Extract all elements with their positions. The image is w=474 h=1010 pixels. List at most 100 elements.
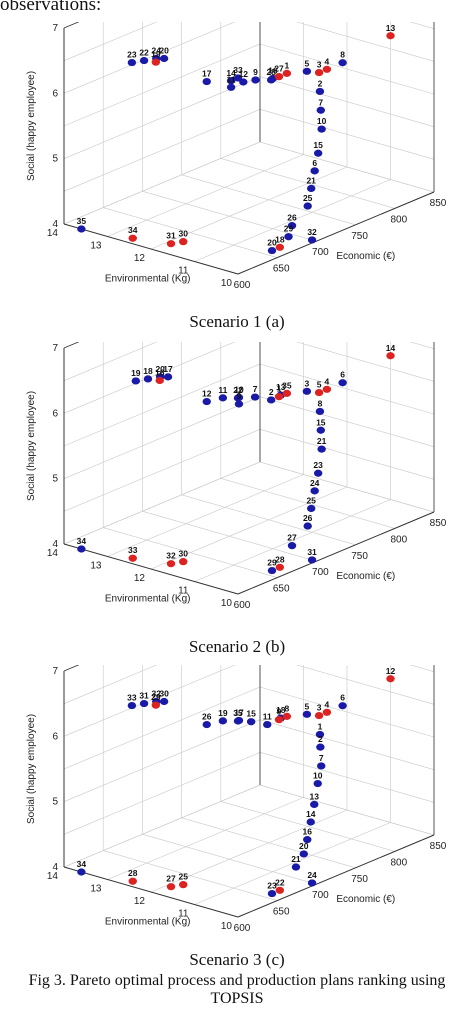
data-point-blue xyxy=(302,710,312,718)
y-tick-label: 11 xyxy=(178,266,189,277)
point-label: 27 xyxy=(166,874,176,884)
z-tick-label: 6 xyxy=(52,88,58,99)
data-point-blue xyxy=(202,720,211,729)
data-point-blue xyxy=(159,54,169,63)
data-point-red xyxy=(314,711,324,720)
grid-line xyxy=(150,166,348,250)
point-label: 28 xyxy=(266,67,276,77)
data-point-blue xyxy=(250,393,260,401)
chart-panel-scenario-1: 600 650 700 750 800 850 10 11 12 13 14 4 5 6 7 Economic… xyxy=(0,22,474,322)
data-point-red xyxy=(386,32,395,40)
x-tick-label: 850 xyxy=(430,841,447,852)
point-label: 24 xyxy=(307,870,317,880)
point-label: 16 xyxy=(155,368,165,378)
point-label: 30 xyxy=(159,689,169,699)
data-point-blue xyxy=(266,396,276,404)
grid-line xyxy=(63,396,261,479)
grid-line xyxy=(63,752,261,835)
point-label: 9 xyxy=(237,391,242,401)
data-point-blue xyxy=(317,762,326,770)
y-tick-label: 11 xyxy=(178,909,189,920)
data-point-red xyxy=(166,240,176,248)
data-point-blue xyxy=(316,426,325,434)
point-label: 31 xyxy=(139,691,149,701)
data-point-blue xyxy=(131,377,140,385)
data-point-blue xyxy=(307,236,317,244)
point-label: 8 xyxy=(284,703,289,713)
z-tick-label: 4 xyxy=(52,219,58,230)
data-point-blue xyxy=(202,397,211,406)
point-label: 12 xyxy=(239,69,249,79)
scatter3d-chart: 60065070075080085010111213144567Economic… xyxy=(26,342,447,611)
grid-line xyxy=(63,22,236,94)
scatter3d-chart: 60065070075080085010111213144567Economic… xyxy=(26,22,447,291)
data-point-red xyxy=(314,388,324,397)
data-point-red xyxy=(166,560,176,568)
y-axis-line xyxy=(63,543,239,595)
data-point-red xyxy=(274,716,284,724)
point-label: 21 xyxy=(306,175,316,185)
data-point-blue xyxy=(218,394,228,402)
point-label: 33 xyxy=(233,65,243,75)
point-label: 13 xyxy=(386,23,396,33)
data-point-red xyxy=(282,69,292,77)
grid-line xyxy=(63,429,261,512)
data-point-blue xyxy=(267,566,277,575)
data-point-red xyxy=(274,73,284,81)
grid-line xyxy=(63,22,80,29)
box-edge xyxy=(63,342,80,349)
chart-panel-scenario-2: 600 650 700 750 800 850 10 11 12 13 14 4 5 6 7 Economic… xyxy=(0,342,474,642)
data-point-red xyxy=(314,68,324,77)
x-tick-label: 600 xyxy=(234,600,251,611)
data-point-blue xyxy=(287,222,297,230)
grid-line xyxy=(63,22,158,61)
z-tick-label: 4 xyxy=(52,862,58,873)
z-tick-label: 4 xyxy=(52,539,58,550)
point-label: 8 xyxy=(340,50,345,60)
point-label: 16 xyxy=(268,65,278,75)
box-edge xyxy=(63,665,80,672)
grid-line xyxy=(194,822,391,905)
point-label: 34 xyxy=(128,225,138,235)
point-label: 11 xyxy=(218,385,227,395)
x-tick-label: 700 xyxy=(312,567,329,578)
grid-line xyxy=(259,363,435,415)
point-label: 29 xyxy=(151,692,161,702)
point-label: 29 xyxy=(267,558,277,568)
data-point-red xyxy=(322,385,332,393)
point-label: 32 xyxy=(166,551,176,561)
data-point-blue xyxy=(317,125,326,133)
point-label: 14 xyxy=(226,68,236,78)
point-label: 13 xyxy=(276,382,286,392)
point-label: 9 xyxy=(277,707,282,717)
point-label: 11 xyxy=(263,712,272,722)
data-point-blue xyxy=(338,702,347,710)
point-label: 25 xyxy=(303,193,313,203)
data-point-blue xyxy=(302,387,312,395)
data-point-blue xyxy=(299,850,308,858)
data-point-blue xyxy=(338,59,347,67)
point-label: 1 xyxy=(284,60,289,70)
point-label: 21 xyxy=(291,854,301,864)
data-point-blue xyxy=(226,77,236,85)
y-tick-label: 12 xyxy=(134,573,146,584)
data-point-blue xyxy=(239,78,248,86)
data-point-red xyxy=(322,708,332,716)
point-label: 1 xyxy=(277,384,282,394)
point-label: 6 xyxy=(340,370,345,380)
data-point-red xyxy=(282,712,292,720)
y-axis-label: Environmental (Kg) xyxy=(105,274,191,285)
point-label: 3 xyxy=(317,60,322,70)
z-axis-label: Social (happy employee) xyxy=(26,391,37,501)
point-label: 6 xyxy=(312,158,317,168)
point-label: 29 xyxy=(284,224,294,234)
grid-line xyxy=(259,686,435,738)
data-point-blue xyxy=(306,184,316,193)
data-point-red xyxy=(282,389,292,397)
x-tick-label: 850 xyxy=(430,198,447,209)
point-label: 11 xyxy=(227,74,236,84)
data-point-blue xyxy=(310,487,319,495)
point-label: 35 xyxy=(77,216,87,226)
point-label: 1 xyxy=(318,721,323,731)
chart-caption: Scenario 1 (a) xyxy=(189,312,285,331)
